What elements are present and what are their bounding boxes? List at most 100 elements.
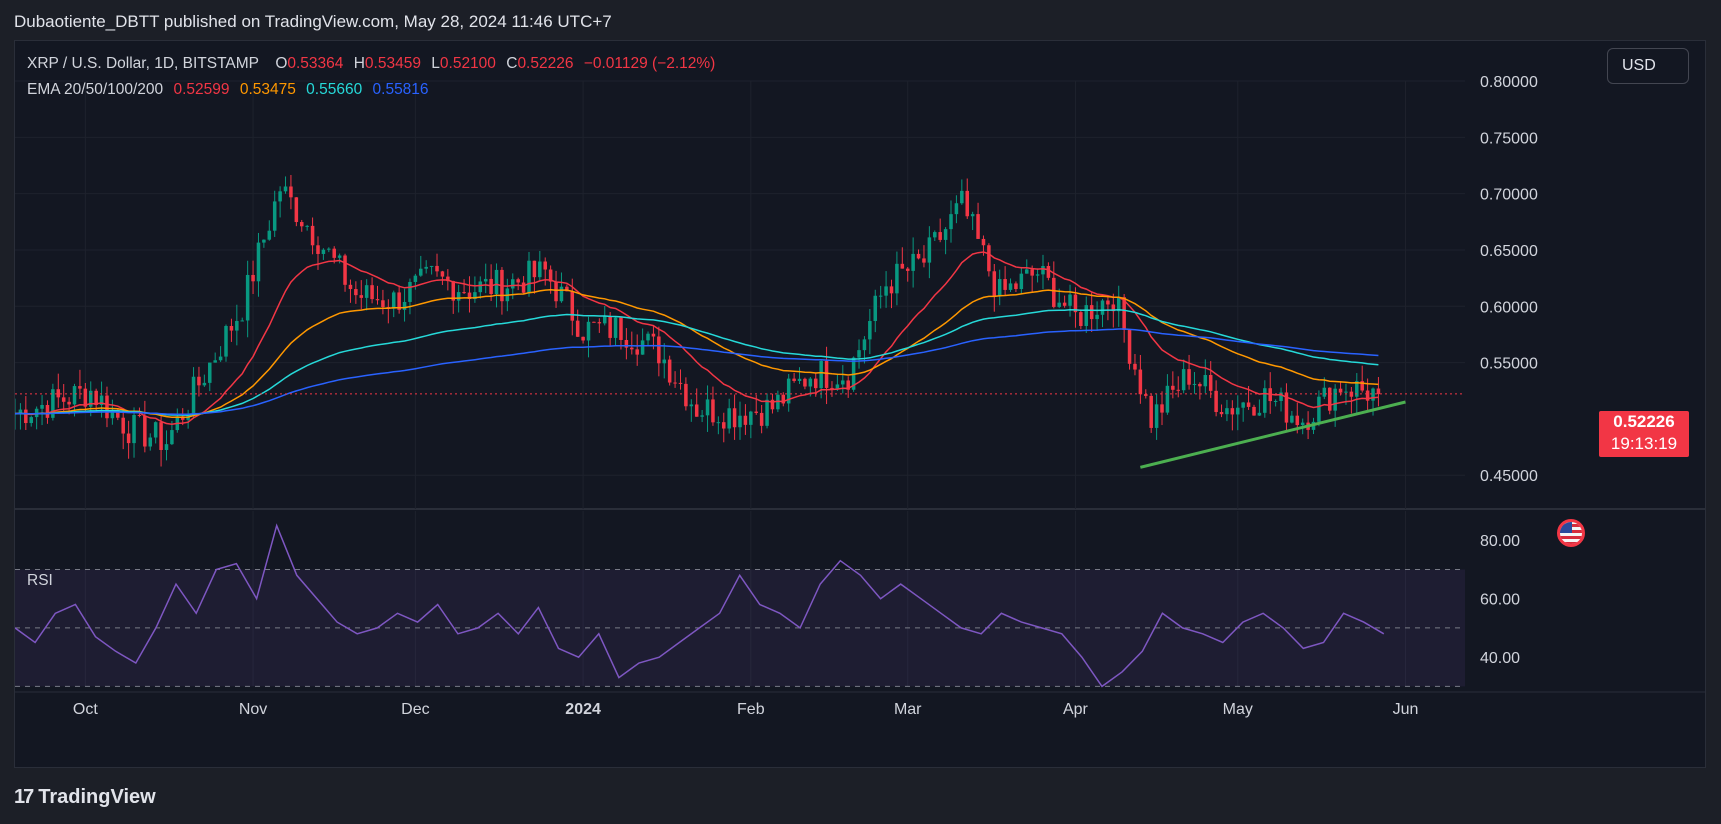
rsi-tick-label: 60.00	[1480, 592, 1520, 609]
candle-body	[1079, 312, 1083, 326]
candle-body	[1263, 388, 1267, 413]
candle-body	[651, 333, 656, 337]
candle-body	[857, 350, 861, 358]
candle-body	[1089, 305, 1094, 320]
candle-body	[478, 281, 483, 293]
candle-body	[1046, 265, 1051, 278]
candle-body	[527, 260, 531, 293]
ema20-value: 0.52599	[173, 81, 230, 98]
candle-body	[45, 405, 50, 418]
candle-body	[1344, 391, 1348, 393]
price-tick-label: 0.65000	[1480, 243, 1538, 260]
candle-body	[1176, 389, 1181, 391]
candle-body	[364, 285, 369, 298]
candle-body	[94, 390, 98, 405]
candle-body	[684, 383, 688, 407]
candle-body	[424, 266, 428, 269]
chart-canvas[interactable]: 0.80000 0.75000 0.70000 0.65000 0.60000 0.550…	[15, 41, 1705, 767]
candle-body	[992, 271, 997, 297]
candle-body	[976, 214, 980, 239]
candle-body	[927, 237, 932, 263]
candle-body	[1192, 383, 1197, 385]
symbol-label[interactable]: XRP / U.S. Dollar, 1D, BITSTAMP	[27, 55, 259, 72]
candle-body	[797, 378, 802, 381]
candle-body	[451, 281, 456, 301]
candle-body	[657, 336, 661, 364]
candle-body	[570, 291, 575, 321]
price-tick-label: 0.45000	[1480, 468, 1538, 485]
rsi-tick-label: 80.00	[1480, 533, 1520, 550]
candle-body	[895, 263, 899, 294]
candle-body	[722, 422, 726, 429]
candle-body	[299, 222, 304, 227]
candle-body	[889, 286, 894, 294]
candle-body	[316, 245, 320, 254]
candle-body	[359, 295, 364, 298]
candle-body	[446, 276, 450, 282]
candle-body	[1122, 297, 1126, 330]
candle-body	[456, 292, 461, 301]
candle-body	[467, 292, 472, 299]
candle-body	[1019, 273, 1024, 290]
candle-body	[565, 286, 569, 292]
candle-body	[462, 292, 466, 294]
tradingview-logo-icon: 17	[14, 786, 34, 808]
time-tick-label: Oct	[73, 701, 98, 718]
candle-body	[321, 249, 326, 254]
candle-body	[602, 316, 607, 324]
candle-body	[608, 316, 612, 338]
candle-body	[516, 279, 520, 283]
candle-body	[294, 197, 299, 223]
candle-body	[153, 422, 158, 438]
candle-body	[224, 326, 228, 357]
candle-body	[305, 225, 309, 227]
candle-body	[635, 349, 639, 355]
candle-body	[1365, 390, 1370, 401]
chart-frame[interactable]: 0.80000 0.75000 0.70000 0.65000 0.60000 0.550…	[14, 40, 1706, 768]
candle-body	[511, 279, 515, 289]
brand-name: TradingView	[38, 786, 156, 808]
time-tick-label: Feb	[737, 701, 765, 718]
candle-body	[262, 239, 266, 243]
candle-body	[1208, 375, 1213, 391]
tradingview-logo[interactable]: 17 TradingView	[14, 786, 156, 809]
candle-body	[1106, 300, 1110, 305]
candle-body	[245, 274, 250, 321]
candle-body	[251, 274, 255, 282]
candle-body	[24, 409, 28, 424]
candle-body	[835, 384, 840, 389]
currency-button[interactable]: USD	[1607, 48, 1689, 84]
candle-body	[987, 245, 991, 272]
candle-body	[1241, 402, 1245, 408]
candle-body	[1252, 406, 1256, 416]
candle-body	[581, 336, 585, 341]
candle-body	[1014, 283, 1018, 290]
candle-body	[208, 362, 212, 383]
candle-body	[1338, 388, 1343, 393]
candle-body	[960, 190, 964, 204]
time-tick-label: Jun	[1393, 701, 1419, 718]
ema200-value: 0.55816	[372, 81, 429, 98]
ema-label[interactable]: EMA 20/50/100/200	[27, 81, 164, 98]
candle-body	[819, 360, 823, 389]
candle-body	[88, 390, 93, 407]
candle-body	[619, 317, 623, 340]
high-value: 0.53459	[364, 55, 421, 72]
time-tick-label: Nov	[239, 701, 267, 718]
candle-body	[1219, 411, 1224, 415]
price-tick-label: 0.70000	[1480, 187, 1538, 204]
candle-body	[1322, 387, 1327, 397]
us-flag-icon[interactable]	[1557, 519, 1585, 547]
candle-body	[126, 433, 131, 444]
candle-body	[749, 411, 753, 425]
last-price-value: 0.52226	[1613, 412, 1675, 431]
candle-body	[878, 295, 883, 297]
candle-body	[592, 321, 596, 323]
rsi-label[interactable]: RSI	[27, 572, 53, 589]
candle-body	[164, 444, 169, 450]
candle-body	[824, 360, 829, 388]
candle-body	[440, 271, 445, 277]
candle-body	[770, 399, 775, 410]
candle-body	[900, 263, 905, 269]
ema-line-200	[15, 328, 1379, 415]
